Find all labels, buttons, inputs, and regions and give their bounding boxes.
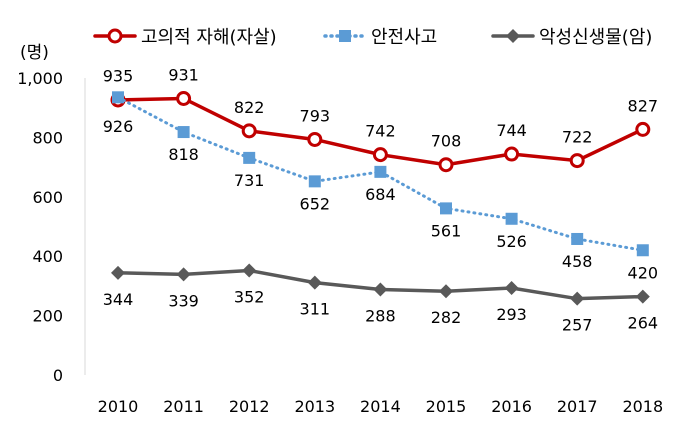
legend-item: 고의적 자해(자살) [93,27,277,48]
data-point [177,126,190,139]
legend-label: 안전사고 [371,27,437,48]
legend-marker-icon [339,30,351,42]
x-tick-label: 2016 [491,397,532,416]
data-label: 339 [168,291,199,310]
data-point [307,131,323,147]
data-point [504,280,519,295]
data-point [438,157,454,173]
data-point [505,212,518,225]
data-point [440,202,452,215]
y-tick-label: 800 [32,128,63,147]
data-label: 744 [496,121,527,140]
data-label: 822 [234,98,265,117]
data-point [111,265,125,280]
data-point [176,90,192,106]
data-point [307,275,322,290]
x-tick-label: 2013 [294,397,335,416]
data-label: 827 [628,96,659,115]
data-label: 561 [431,221,462,240]
data-point [439,284,453,299]
data-point [176,267,191,282]
x-tick-label: 2011 [163,397,204,416]
data-label: 458 [562,252,593,271]
data-label: 264 [628,314,659,333]
data-point [112,91,124,104]
data-point [569,153,585,169]
data-point [571,232,584,245]
legend-label: 고의적 자해(자살) [141,27,277,48]
data-label: 352 [234,287,265,306]
series-2: 344 339 352 311 288 282 293 257 264 [103,263,659,335]
data-point [242,263,257,278]
data-label: 793 [300,106,331,125]
data-point [570,291,585,306]
legend-marker-icon [506,29,520,43]
data-label: 931 [168,65,199,84]
data-point [241,123,257,139]
x-tick-label: 2017 [557,397,598,416]
x-tick-label: 2015 [426,397,467,416]
data-point [308,175,321,188]
legend-item: 악성신생물(암) [491,27,652,48]
data-point [635,289,650,304]
data-label: 708 [431,132,462,151]
data-label: 926 [103,117,134,136]
data-label: 257 [562,316,593,335]
data-label: 722 [562,128,593,147]
series-1: 935 818 731 652 684 561 526 458 420 [103,66,658,282]
data-label: 742 [365,122,396,141]
y-tick-label: 1,000 [17,69,63,88]
legend-item: 안전사고 [323,27,437,48]
data-label: 288 [365,306,396,325]
data-point [243,151,256,164]
data-point [374,165,387,178]
y-tick-label: 400 [32,247,63,266]
legend-label: 악성신생물(암) [539,27,652,48]
x-tick-label: 2010 [98,397,139,416]
series-0: 926 931 822 793 742 708 744 722 827 [103,65,659,173]
data-point [636,244,649,257]
data-label: 818 [168,145,199,164]
data-point [372,147,388,163]
y-tick-label: 200 [32,307,63,326]
data-label: 731 [234,171,265,190]
data-point [635,121,651,137]
y-tick-label: 600 [32,188,63,207]
legend-marker-icon [107,28,123,44]
data-label: 935 [103,66,134,85]
y-axis-label: (명) [20,43,49,63]
data-label: 293 [496,305,527,324]
x-tick-label: 2018 [622,397,663,416]
data-label: 652 [300,194,331,213]
data-point [373,282,388,297]
x-tick-label: 2012 [229,397,270,416]
data-label: 344 [103,290,134,309]
data-label: 526 [496,232,527,251]
data-label: 282 [431,308,462,327]
data-label: 311 [300,300,331,319]
y-tick-label: 0 [53,366,63,385]
x-tick-label: 2014 [360,397,401,416]
data-label: 420 [628,263,659,282]
data-label: 684 [365,185,396,204]
data-point [504,146,520,162]
